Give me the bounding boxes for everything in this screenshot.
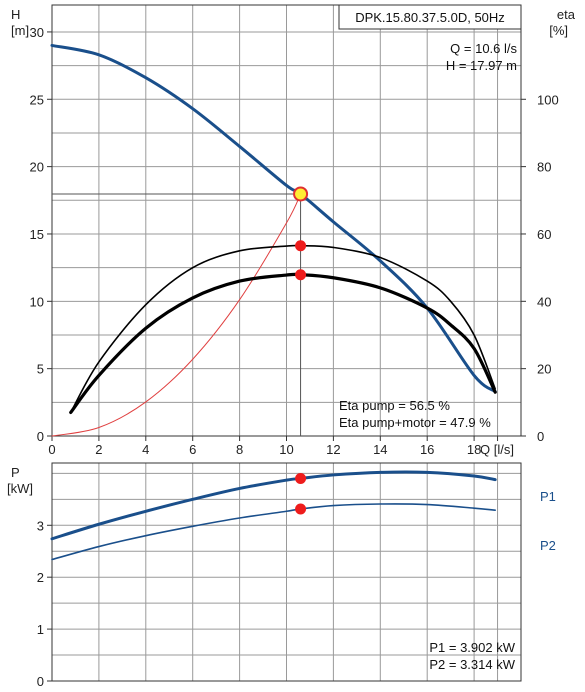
y2-tick-label: 100 xyxy=(537,92,559,107)
y-tick-label: 20 xyxy=(30,160,44,175)
eta-pump-label: Eta pump = 56.5 % xyxy=(339,398,450,413)
system-curve xyxy=(51,193,302,437)
x-tick-label: 18 xyxy=(467,442,481,457)
p-tick-label: 3 xyxy=(37,518,44,533)
top-grid xyxy=(52,5,521,436)
y-axis-unit: [m] xyxy=(11,23,29,38)
p-tick-label: 2 xyxy=(37,570,44,585)
eta-pump-motor-curve xyxy=(69,272,497,415)
y2-axis-label: eta xyxy=(557,7,576,22)
x-tick-label: 4 xyxy=(142,442,149,457)
x-tick-label: 10 xyxy=(279,442,293,457)
y-tick-label: 30 xyxy=(30,25,44,40)
y2-tick-label: 60 xyxy=(537,227,551,242)
x-axis-label: Q [l/s] xyxy=(480,442,514,457)
bottom-grid xyxy=(52,463,521,681)
x-tick-label: 2 xyxy=(95,442,102,457)
eta-pump-marker xyxy=(295,240,307,252)
y-tick-label: 25 xyxy=(30,92,44,107)
x-tick-label: 12 xyxy=(326,442,340,457)
p-axis-unit: [kW] xyxy=(7,481,33,496)
y2-axis-unit: [%] xyxy=(549,23,568,38)
eta-pump-motor-label: Eta pump+motor = 47.9 % xyxy=(339,415,491,430)
x-tick-label: 8 xyxy=(236,442,243,457)
p2-marker xyxy=(295,503,307,515)
x-tick-label: 0 xyxy=(48,442,55,457)
title-box xyxy=(338,4,522,30)
x-tick-label: 16 xyxy=(420,442,434,457)
eta-pump-curve xyxy=(69,244,496,414)
y-tick-label: 15 xyxy=(30,227,44,242)
y-tick-label: 5 xyxy=(37,362,44,377)
y2-tick-label: 40 xyxy=(537,294,551,309)
y-tick-label: 10 xyxy=(30,294,44,309)
p1-legend-label: P1 xyxy=(540,489,556,504)
p-axis-label: P xyxy=(11,465,20,480)
x-tick-label: 14 xyxy=(373,442,387,457)
y-axis-label: H xyxy=(11,7,20,22)
p2-legend-label: P2 xyxy=(540,538,556,553)
p2-value-label: P2 = 3.314 kW xyxy=(429,657,515,672)
duty-head-label: H = 17.97 m xyxy=(446,58,517,73)
bottom-plot-frame xyxy=(51,462,522,682)
y2-tick-label: 0 xyxy=(537,429,544,444)
eta-pump-motor-marker xyxy=(295,269,307,281)
duty-point-marker xyxy=(293,186,309,202)
p-tick-label: 1 xyxy=(37,622,44,637)
p1-value-label: P1 = 3.902 kW xyxy=(429,640,515,655)
p1-marker xyxy=(295,472,307,484)
head-curve xyxy=(50,43,497,394)
y-tick-label: 0 xyxy=(37,429,44,444)
y2-tick-label: 20 xyxy=(537,362,551,377)
x-tick-label: 6 xyxy=(189,442,196,457)
duty-flow-label: Q = 10.6 l/s xyxy=(450,41,517,56)
p2-curve xyxy=(51,503,496,561)
y2-tick-label: 80 xyxy=(537,160,551,175)
p1-curve xyxy=(50,470,497,541)
p-tick-label: 0 xyxy=(37,674,44,689)
chart-title: DPK.15.80.37.5.0D, 50Hz xyxy=(355,10,505,25)
